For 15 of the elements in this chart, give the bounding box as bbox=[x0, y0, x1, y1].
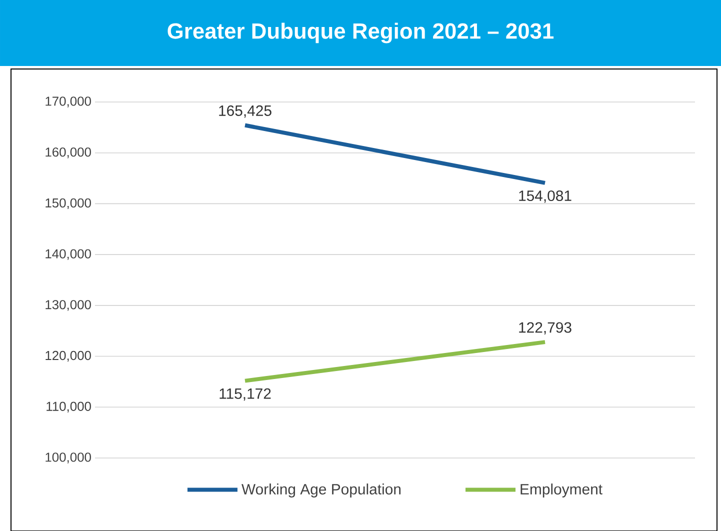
data-label: 165,425 bbox=[219, 105, 272, 118]
legend-label: Employment bbox=[520, 484, 602, 498]
y-tick-label: 150,000 bbox=[46, 198, 91, 210]
y-tick-label: 110,000 bbox=[46, 402, 91, 412]
y-tick-label: 170,000 bbox=[46, 96, 91, 108]
y-tick-label: 130,000 bbox=[46, 300, 91, 311]
y-tick-label: 160,000 bbox=[46, 147, 91, 158]
data-label: 122,793 bbox=[519, 322, 572, 335]
y-tick-label: 120,000 bbox=[46, 350, 91, 362]
chart-title: Greater Dubuque Region 2021 – 2031 bbox=[168, 22, 554, 44]
y-tick-label: 140,000 bbox=[46, 249, 91, 260]
legend-label: Working Age Population bbox=[242, 484, 401, 498]
data-label: 115,172 bbox=[220, 388, 271, 401]
y-tick-label: 100,000 bbox=[46, 452, 91, 464]
data-label: 154,081 bbox=[519, 190, 572, 203]
